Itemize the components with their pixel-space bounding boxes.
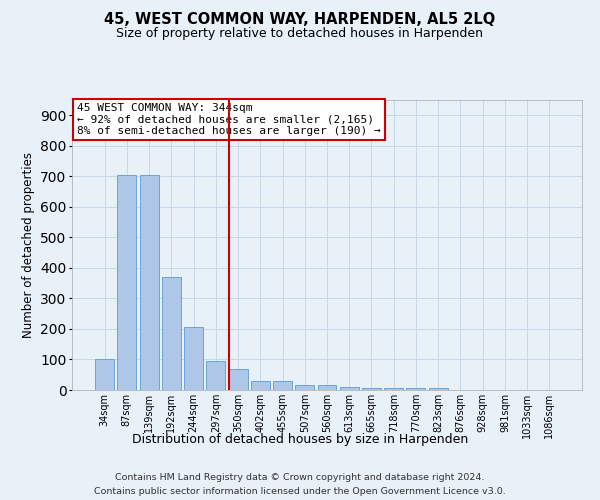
Bar — [184, 328, 203, 390]
Bar — [406, 388, 425, 390]
Bar — [95, 360, 114, 390]
Bar — [140, 175, 158, 390]
Bar — [118, 175, 136, 390]
Bar — [429, 388, 448, 390]
Y-axis label: Number of detached properties: Number of detached properties — [22, 152, 35, 338]
Text: Contains public sector information licensed under the Open Government Licence v3: Contains public sector information licen… — [94, 488, 506, 496]
Text: 45 WEST COMMON WAY: 344sqm
← 92% of detached houses are smaller (2,165)
8% of se: 45 WEST COMMON WAY: 344sqm ← 92% of deta… — [77, 103, 381, 136]
Bar — [295, 384, 314, 390]
Bar — [206, 361, 225, 390]
Text: Size of property relative to detached houses in Harpenden: Size of property relative to detached ho… — [116, 28, 484, 40]
Bar — [229, 368, 248, 390]
Bar — [340, 387, 359, 390]
Bar — [273, 381, 292, 390]
Bar — [162, 277, 181, 390]
Text: Contains HM Land Registry data © Crown copyright and database right 2024.: Contains HM Land Registry data © Crown c… — [115, 472, 485, 482]
Bar — [251, 382, 270, 390]
Text: 45, WEST COMMON WAY, HARPENDEN, AL5 2LQ: 45, WEST COMMON WAY, HARPENDEN, AL5 2LQ — [104, 12, 496, 28]
Bar — [384, 388, 403, 390]
Bar — [362, 388, 381, 390]
Text: Distribution of detached houses by size in Harpenden: Distribution of detached houses by size … — [132, 432, 468, 446]
Bar — [317, 384, 337, 390]
